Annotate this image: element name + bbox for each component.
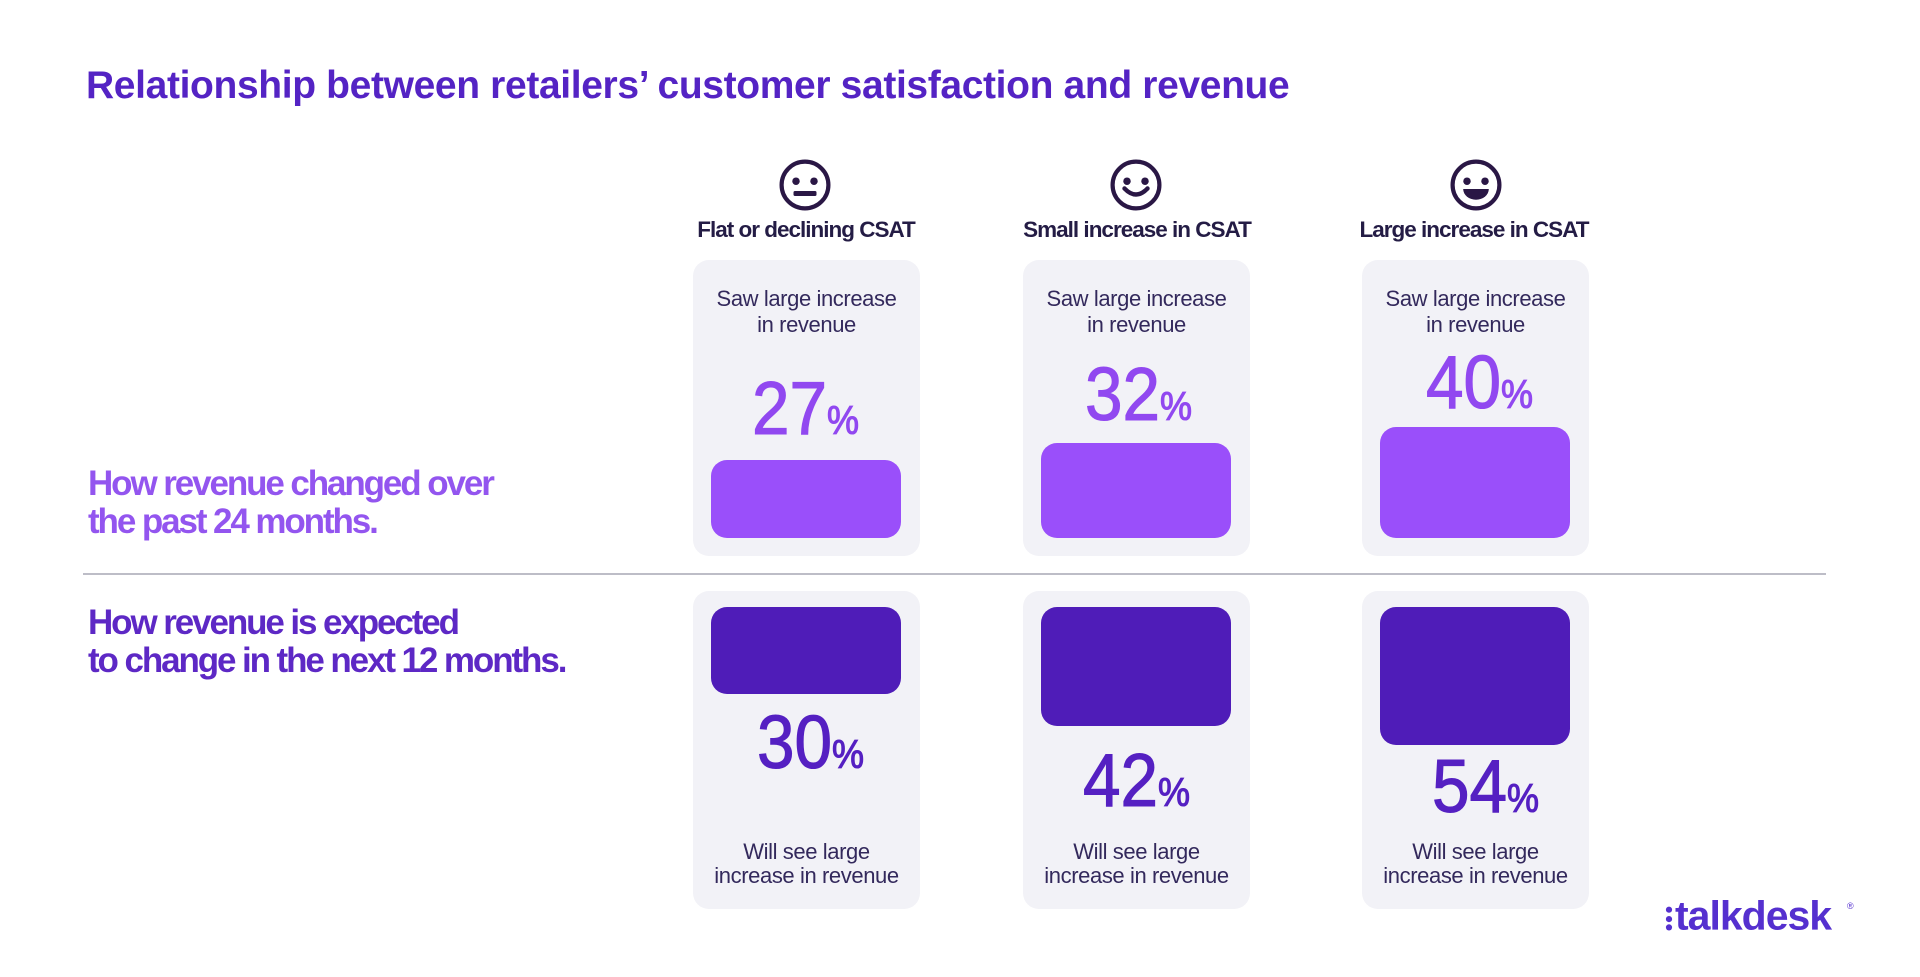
svg-text:talkdesk: talkdesk xyxy=(1675,892,1832,938)
svg-text:®: ® xyxy=(1847,901,1854,911)
